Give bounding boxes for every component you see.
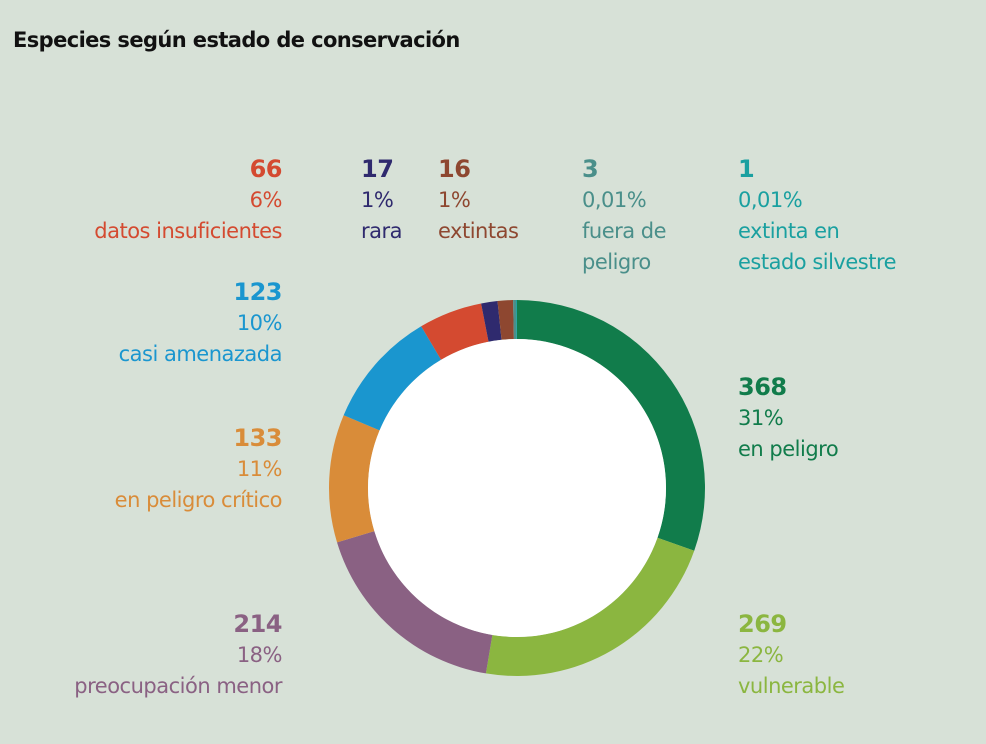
label-vulnerable: 269 22% vulnerable: [738, 609, 845, 702]
percent-text: 1%: [438, 188, 471, 212]
value-text: 17: [361, 155, 394, 183]
value-text: 214: [233, 610, 282, 638]
category-text-line2: estado silvestre: [738, 250, 897, 274]
slice-en-peligro: [517, 300, 706, 551]
category-text: vulnerable: [738, 674, 845, 698]
value-text: 66: [249, 155, 283, 183]
percent-text: 0,01%: [582, 188, 647, 212]
label-extintas: 16 1% extintas: [438, 154, 519, 247]
slice-fuera-de-peligro: [513, 300, 517, 340]
slice-rara: [481, 301, 502, 342]
label-fuera-de-peligro: 3 0,01% fuera de peligro: [582, 154, 667, 278]
percent-text: 11%: [236, 457, 283, 481]
label-casi-amenazada: 123 10% casi amenazada: [118, 277, 283, 370]
percent-text: 6%: [249, 188, 283, 212]
chart-title: Especies según estado de conservación: [13, 28, 460, 52]
percent-text: 10%: [236, 311, 283, 335]
category-text-line1: fuera de: [582, 219, 667, 243]
label-extinta-en-estado-silvestre: 1 0,01% extinta en estado silvestre: [738, 154, 897, 278]
category-text: en peligro crítico: [114, 488, 283, 512]
label-en-peligro: 368 31% en peligro: [738, 372, 839, 465]
percent-text: 22%: [738, 643, 784, 667]
category-text-line2: peligro: [582, 250, 651, 274]
category-text: casi amenazada: [118, 342, 283, 366]
slice-vulnerable: [485, 537, 695, 676]
value-text: 3: [582, 155, 599, 183]
percent-text: 18%: [236, 643, 283, 667]
donut-hole: [368, 339, 666, 637]
value-text: 16: [438, 155, 471, 183]
slice-extinta-en-estado-silvestre: [516, 300, 517, 340]
label-datos-insuficientes: 66 6% datos insuficientes: [94, 154, 282, 247]
slice-extintas: [497, 300, 514, 340]
value-text: 1: [738, 155, 755, 183]
percent-text: 0,01%: [738, 188, 803, 212]
percent-text: 31%: [738, 406, 784, 430]
category-text: datos insuficientes: [94, 219, 282, 243]
category-text: rara: [361, 219, 403, 243]
category-text: preocupación menor: [74, 674, 282, 698]
slice-casi-amenazada: [343, 326, 442, 431]
label-en-peligro-critico: 133 11% en peligro crítico: [114, 423, 283, 516]
value-text: 269: [738, 610, 787, 638]
category-text: extintas: [438, 219, 519, 243]
value-text: 133: [233, 424, 282, 452]
slice-datos-insuficientes: [421, 303, 489, 360]
value-text: 368: [738, 373, 787, 401]
category-text: en peligro: [738, 437, 839, 461]
label-rara: 17 1% rara: [361, 154, 403, 247]
slice-en-peligro-critico: [329, 415, 380, 543]
percent-text: 1%: [361, 188, 394, 212]
slice-preocupacion-menor: [337, 531, 493, 674]
category-text-line1: extinta en: [738, 219, 840, 243]
label-preocupacion-menor: 214 18% preocupación menor: [74, 609, 282, 702]
value-text: 123: [233, 278, 282, 306]
